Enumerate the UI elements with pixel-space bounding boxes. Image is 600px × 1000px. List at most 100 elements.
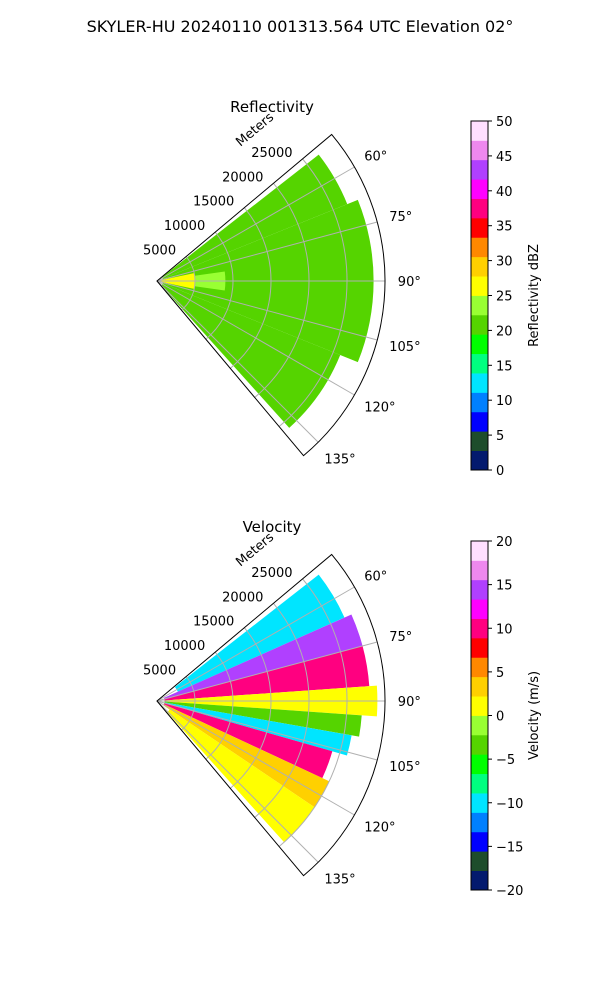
colorbar-tick-label: 10: [496, 622, 513, 637]
velocity-colorbar-label: Velocity (m/s): [527, 671, 542, 760]
azimuth-line: [156, 700, 378, 761]
reflectivity-grid: [156, 158, 385, 443]
colorbar-segment: [471, 812, 488, 833]
data-region: [163, 703, 333, 779]
velocity-theta-ticks: 60° 75° 90° 105° 120° 135°: [324, 570, 421, 888]
azimuth-line: [156, 641, 378, 702]
range-ring: [229, 207, 272, 369]
colorbar-tick-label: 20: [496, 324, 513, 339]
azimuth-line: [156, 586, 355, 702]
colorbar-tick-label: 20: [496, 535, 513, 550]
data-region: [163, 614, 363, 700]
colorbar-segment: [471, 295, 488, 316]
colorbar-segment: [471, 696, 488, 716]
range-ring: [229, 627, 272, 789]
colorbar-segment: [471, 637, 488, 658]
colorbar-segment: [471, 450, 488, 471]
colorbar-segment: [471, 676, 488, 697]
data-region: [164, 701, 362, 737]
reflectivity-title: Reflectivity: [230, 98, 314, 116]
colorbar-segment: [471, 773, 488, 794]
colorbar-segment: [471, 353, 488, 374]
r-tick-label: 20000: [222, 590, 263, 605]
theta-tick-label: 105°: [389, 760, 420, 775]
colorbar-segment: [471, 851, 488, 872]
theta-tick-label: 60°: [364, 150, 387, 165]
theta-tick-label: 60°: [364, 570, 387, 585]
colorbar-segment: [471, 831, 488, 852]
azimuth-line: [156, 700, 355, 816]
colorbar-tick-label: 5: [496, 429, 504, 444]
theta-tick-label: 75°: [389, 210, 412, 225]
colorbar-segment: [471, 715, 488, 736]
reflectivity-panel: Reflectivity 5000 10000 15000 20000 2500…: [143, 98, 542, 479]
velocity-data: [163, 574, 378, 843]
colorbar-segment: [471, 198, 488, 219]
colorbar-segment: [471, 599, 488, 619]
colorbar-tick-label: −20: [496, 884, 523, 899]
colorbar-tick-label: 15: [496, 359, 513, 374]
colorbar-tick-label: 50: [496, 115, 513, 130]
colorbar-segment: [471, 793, 488, 813]
data-region: [164, 645, 370, 701]
colorbar-segment: [471, 237, 488, 258]
colorbar-segment: [471, 179, 488, 199]
reflectivity-colorbar-label: Reflectivity dBZ: [527, 244, 542, 347]
colorbar-segment: [471, 870, 488, 891]
velocity-panel: Velocity 5000 10000 15000 20000 25000 Me…: [143, 518, 542, 899]
theta-tick-label: 135°: [324, 872, 355, 887]
azimuth-line: [156, 280, 378, 341]
colorbar-segment: [471, 560, 488, 581]
colorbar-tick-label: 35: [496, 220, 513, 235]
theta-tick-label: 120°: [364, 400, 395, 415]
colorbar-segment: [471, 140, 488, 161]
r-tick-label: 20000: [222, 170, 263, 185]
velocity-colorbar-ticks: −20 −15 −10 −5 0 5 10 15 20: [496, 535, 523, 899]
r-tick-label: 15000: [193, 195, 234, 210]
colorbar-tick-label: 25: [496, 290, 513, 305]
colorbar-segment: [471, 754, 488, 775]
data-region: [167, 709, 315, 843]
colorbar-segment: [471, 314, 488, 335]
data-region: [161, 283, 341, 428]
r-tick-label: 5000: [143, 664, 176, 679]
theta-tick-label: 120°: [364, 820, 395, 835]
theta-tick-label: 90°: [398, 695, 421, 710]
r-tick-label: 25000: [251, 566, 292, 581]
colorbar-tick-label: 0: [496, 464, 504, 479]
colorbar-segment: [471, 392, 488, 413]
colorbar-tick-label: −15: [496, 840, 523, 855]
colorbar-segment: [471, 334, 488, 355]
range-ring: [205, 651, 234, 760]
range-ring: [278, 158, 348, 427]
theta-tick-label: 105°: [389, 340, 420, 355]
colorbar-tick-label: 10: [496, 394, 513, 409]
r-tick-label: 15000: [193, 615, 234, 630]
velocity-r-ticks: 5000 10000 15000 20000 25000: [143, 566, 293, 679]
r-tick-label: 5000: [143, 244, 176, 259]
colorbar-segment: [471, 657, 488, 678]
colorbar-segment: [471, 159, 488, 180]
colorbar-tick-label: 5: [496, 666, 504, 681]
velocity-title: Velocity: [243, 518, 302, 536]
velocity-frame: [156, 553, 386, 877]
azimuth-line: [156, 280, 355, 396]
r-tick-label: 25000: [251, 146, 292, 161]
data-region: [163, 704, 330, 808]
colorbar-tick-label: 45: [496, 150, 513, 165]
colorbar-tick-label: −10: [496, 797, 523, 812]
azimuth-line: [156, 700, 319, 863]
colorbar-segment: [471, 217, 488, 238]
theta-tick-label: 90°: [398, 275, 421, 290]
theta-tick-label: 135°: [324, 452, 355, 467]
reflectivity-colorbar: [470, 120, 492, 471]
colorbar-tick-label: 30: [496, 255, 513, 270]
data-region: [161, 154, 348, 279]
colorbar-segment: [471, 579, 488, 600]
r-tick-label: 10000: [164, 219, 205, 234]
theta-tick-label: 75°: [389, 630, 412, 645]
colorbar-tick-label: 0: [496, 710, 504, 725]
reflectivity-frame: [156, 133, 386, 457]
colorbar-segment: [471, 411, 488, 432]
